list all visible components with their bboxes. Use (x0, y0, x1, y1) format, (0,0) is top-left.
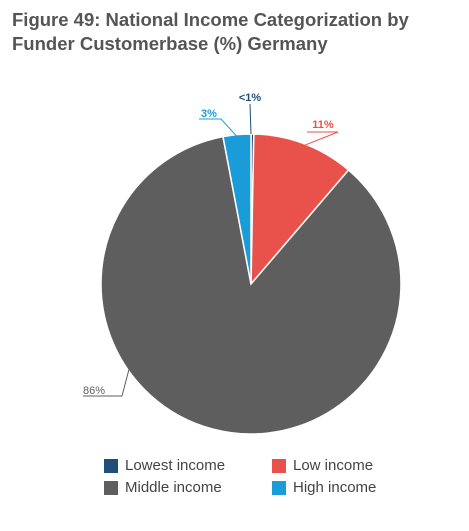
legend-item-low-income: Low income (272, 457, 422, 474)
legend-label-lowest-income: Lowest income (125, 457, 226, 474)
data-label-middle-income: 86% (83, 385, 105, 397)
legend-swatch-high-income (272, 480, 286, 495)
legend-label-high-income: High income (293, 479, 377, 496)
leader-line-high-income (199, 118, 238, 137)
chart-title-line-2: Funder Customerbase (%) Germany (12, 33, 328, 54)
leader-line-low-income (303, 131, 339, 147)
chart-title: Figure 49: National Income Categorizatio… (12, 8, 452, 56)
legend-item-high-income: High income (272, 479, 422, 496)
leader-line-lowest-income (249, 103, 252, 135)
legend-swatch-middle-income (104, 480, 118, 495)
chart-legend: Lowest income Low income Middle income H… (104, 457, 424, 496)
legend-item-middle-income: Middle income (104, 479, 272, 496)
legend-swatch-low-income (272, 458, 286, 473)
chart-title-line-1: Figure 49: National Income Categorizatio… (12, 9, 409, 30)
legend-label-middle-income: Middle income (125, 479, 222, 496)
data-label-high-income: 3% (201, 108, 217, 120)
legend-item-lowest-income: Lowest income (104, 457, 272, 474)
pie-chart: <1% 11% 86% 3% (83, 92, 402, 435)
data-label-lowest-income: <1% (239, 92, 262, 104)
pie-slice-middle-income (100, 135, 402, 435)
legend-swatch-lowest-income (104, 458, 118, 473)
leader-line-middle-income (83, 369, 130, 397)
legend-label-low-income: Low income (293, 457, 374, 474)
data-label-low-income: 11% (312, 119, 334, 131)
pie-slice-low-income (250, 133, 350, 287)
